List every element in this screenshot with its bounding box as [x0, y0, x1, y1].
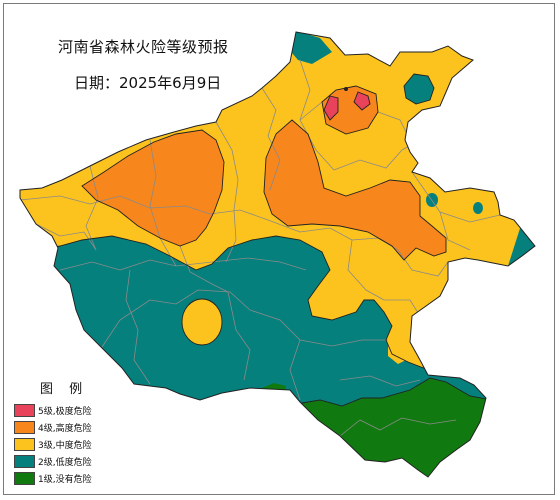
city-marker — [344, 87, 348, 91]
legend-label-level2: 2级,低度危险 — [38, 458, 92, 468]
map-title: 河南省森林火险等级预报 — [58, 38, 229, 56]
legend-swatch-level2 — [14, 455, 35, 468]
forecast-date: 日期：2025年6月9日 — [74, 74, 222, 92]
risk-zone-level4-central — [264, 120, 446, 260]
legend-item-level3: 3级,中度危险 — [14, 436, 92, 453]
legend-swatch-level3 — [14, 438, 35, 451]
legend-item-level4: 4级,高度危险 — [14, 419, 92, 436]
zone-outlines — [39, 73, 501, 407]
legend-swatch-level4 — [14, 421, 35, 434]
legend-label-level5: 5级,极度危险 — [38, 407, 92, 417]
risk-zone-level2-east — [508, 222, 535, 266]
legend-title: 图 例 — [40, 382, 89, 397]
legend-item-level2: 2级,低度危险 — [14, 453, 92, 470]
risk-zone-level3-east-island — [388, 334, 410, 364]
legend: 5级,极度危险 4级,高度危险 3级,中度危险 2级,低度危险 1级,没有危险 — [14, 402, 92, 487]
county-boundaries — [20, 59, 501, 437]
risk-zone-level2-north — [280, 32, 332, 64]
legend-swatch-level1 — [14, 472, 35, 485]
risk-zone-level2-island-c — [473, 202, 483, 214]
legend-label-level3: 3级,中度危险 — [38, 441, 92, 451]
legend-label-level1: 1级,没有危险 — [38, 475, 92, 485]
risk-zone-level4-west — [82, 130, 224, 246]
risk-zone-level2-island-a — [404, 74, 434, 104]
legend-item-level5: 5级,极度危险 — [14, 402, 92, 419]
legend-swatch-level5 — [14, 404, 35, 417]
province-outline — [19, 31, 536, 478]
risk-zone-level3-island — [182, 299, 222, 345]
legend-item-level1: 1级,没有危险 — [14, 470, 92, 487]
legend-label-level4: 4级,高度危险 — [38, 424, 92, 434]
